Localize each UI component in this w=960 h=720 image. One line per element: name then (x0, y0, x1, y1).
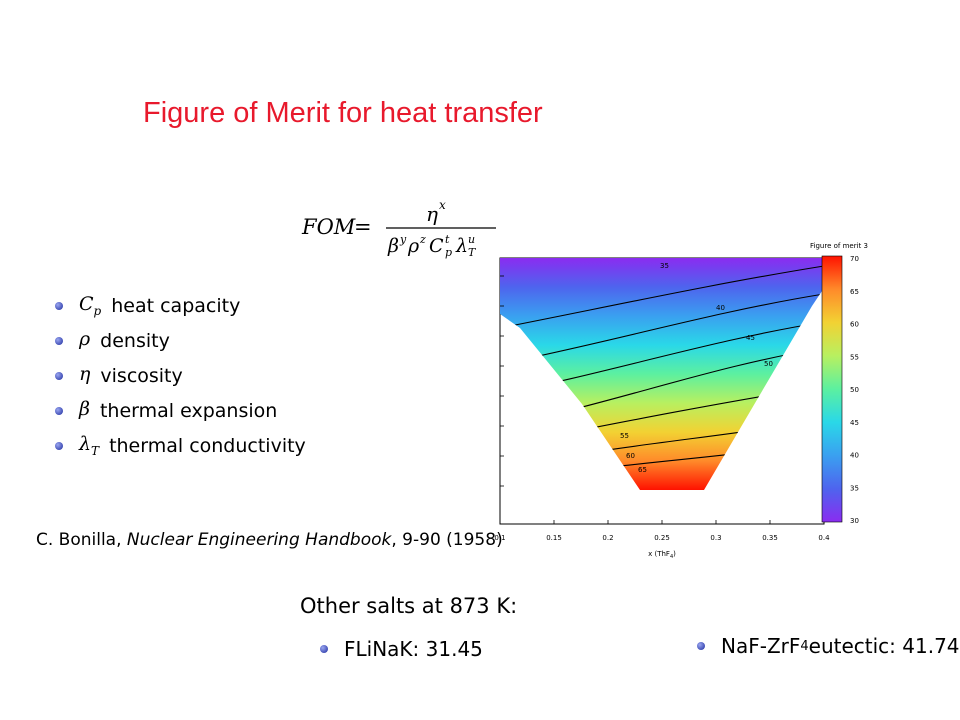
colorbar-tick-label: 40 (850, 452, 859, 460)
contour-label: 45 (746, 334, 755, 342)
citation: C. Bonilla, Nuclear Engineering Handbook… (36, 530, 503, 550)
formula-lambda: λ (455, 235, 468, 257)
contour-line (500, 293, 824, 365)
list-item: η viscosity (55, 358, 306, 393)
contour-label: 55 (620, 432, 629, 440)
other-salts-heading: Other salts at 873 K: (300, 594, 518, 618)
bullet-icon (320, 645, 328, 653)
fom-formula: FOM = η x β y ρ z C p t λ T u (301, 198, 496, 259)
formula-rho: ρ (407, 235, 420, 257)
symbol-label: viscosity (100, 364, 183, 387)
contour-label: 40 (716, 304, 725, 312)
colorbar-tick-label: 55 (850, 353, 859, 361)
symbol: η (79, 363, 91, 386)
salt-item: NaF-ZrF 4 eutectic: 41.74 (697, 634, 960, 658)
x-tick-label: 0.25 (654, 534, 670, 542)
symbol-label: thermal expansion (99, 399, 278, 422)
formula-lhs: FOM (301, 215, 356, 239)
x-tick-label: 0.2 (602, 534, 613, 542)
contour-label: 60 (626, 452, 635, 460)
list-item: λT thermal conductivity (55, 428, 306, 463)
symbol: Cp (79, 293, 102, 318)
colorbar (821, 255, 843, 523)
colorbar-tick-label: 65 (850, 288, 859, 296)
x-axis-label: x (ThF4) (648, 550, 676, 560)
symbol-label: density (100, 329, 170, 352)
list-item: ρ density (55, 323, 306, 358)
contour-label: 35 (660, 262, 669, 270)
x-tick-label: 0.1 (494, 534, 505, 542)
formula-rho-exp: z (419, 233, 426, 246)
symbol: λT (79, 433, 100, 458)
bullet-icon (55, 371, 63, 380)
list-item: Cp heat capacity (55, 288, 306, 323)
contour-label: 65 (638, 466, 647, 474)
formula-c: C (429, 235, 444, 257)
contour-line (500, 265, 824, 329)
formula-beta-exp: y (399, 233, 407, 246)
colorbar-tick-label: 60 (850, 321, 859, 329)
colorbar-tick-label: 50 (850, 386, 859, 394)
x-tick-label: 0.3 (710, 534, 721, 542)
contour-label: 50 (764, 360, 773, 368)
bullet-icon (55, 336, 63, 345)
x-tick-label: 0.35 (762, 534, 778, 542)
colorbar-tick-label: 30 (850, 517, 859, 525)
citation-book: Nuclear Engineering Handbook (126, 530, 392, 550)
symbol: β (79, 398, 90, 421)
symbol-label: thermal conductivity (109, 434, 306, 457)
salt-item: FLiNaK: 31.45 (320, 637, 483, 661)
colorbar-title: Figure of merit 3 (810, 242, 868, 250)
formula-c-exp: t (445, 233, 450, 246)
slide-title: Figure of Merit for heat transfer (143, 97, 543, 129)
symbol-label: heat capacity (111, 294, 241, 317)
list-item: β thermal expansion (55, 393, 306, 428)
colorbar-tick-label: 35 (850, 484, 859, 492)
symbol: ρ (79, 328, 91, 351)
formula-equals: = (354, 215, 372, 239)
formula-eta-exp: x (439, 198, 446, 212)
x-tick-label: 0.15 (546, 534, 562, 542)
colorbar-tick-label: 45 (850, 419, 859, 427)
formula-lambda-sub: T (468, 246, 477, 259)
bullet-icon (55, 406, 63, 415)
bullet-icon (697, 642, 705, 650)
formula-beta: β (387, 235, 399, 257)
formula-eta: η (426, 202, 438, 226)
formula-lambda-exp: u (468, 233, 475, 246)
bullet-icon (55, 441, 63, 450)
symbol-list: Cp heat capacity ρ density η viscosity β… (55, 288, 306, 463)
formula-c-sub: p (445, 246, 452, 259)
bullet-icon (55, 301, 63, 310)
x-tick-label: 0.4 (818, 534, 830, 542)
colorbar-tick-label: 70 (850, 255, 859, 263)
